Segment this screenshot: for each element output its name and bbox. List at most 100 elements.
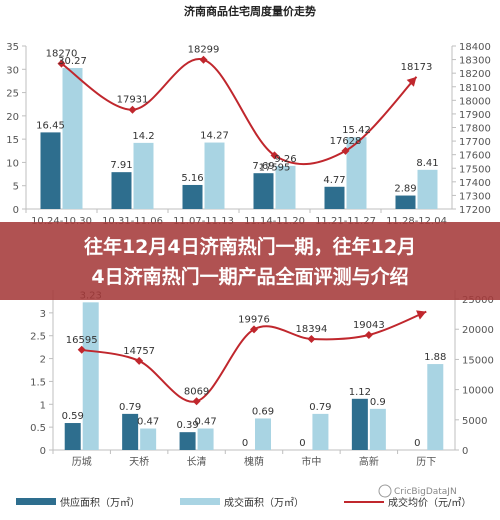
y2-tick-label: 18100 [459,83,491,94]
y2-tick-label: 15000 [462,355,494,366]
y-tick-label: 5 [13,182,19,193]
deal-bar [82,302,99,450]
deal-bar [133,142,154,209]
supply-value-label: 0 [414,438,420,449]
deal-value-label: 0.9 [370,397,386,408]
legend-label-deal: 成交面积（万㎡） [224,496,304,509]
y2-tick-label: 18200 [459,69,491,80]
y2-tick-label: 17900 [459,110,491,121]
watermark-text: CricBigDataJN [394,487,457,497]
deal-value-label: 9.26 [274,154,296,165]
y2-tick-label: 17500 [459,164,491,175]
price-point [192,397,201,406]
supply-value-label: 7.69 [252,161,274,172]
y2-tick-label: 17800 [459,124,491,135]
y2-tick-label: 0 [462,446,468,457]
y-tick-label: 10 [6,158,19,169]
price-value-label: 14757 [123,346,155,357]
x-tick-label: 长清 [187,455,207,468]
legend-label-price: 成交均价（元/㎡） [388,496,471,509]
price-value-label: 18394 [296,324,328,335]
y-tick-label: 0 [40,446,46,457]
y2-tick-label: 10000 [462,386,494,397]
price-point [364,331,373,340]
supply-value-label: 0 [242,438,248,449]
wechat-icon [378,484,392,498]
chart-title: 济南商品住宅周度量价走势 [184,4,316,18]
supply-value-label: 0 [299,438,305,449]
deal-bar [275,165,296,209]
price-value-label: 18270 [46,49,78,60]
y-tick-label: 30 [6,65,19,76]
x-tick-label: 11.21-11.27 [315,216,376,227]
chart-axes: 0 5 10 15 20 25 30 35 17200 17300 17400 17500 17600 1… [6,42,491,227]
price-point [307,334,316,343]
y-tick-label: 3 [40,309,46,320]
deal-value-label: 30.27 [58,56,87,67]
supply-value-label: 0.79 [119,402,141,413]
deal-value-label: 1.88 [424,352,446,363]
x-tick-label: 10.31-11.06 [102,216,163,227]
deal-value-label: 14.27 [200,131,229,142]
y-tick-label: 2 [40,355,46,366]
y-tick-label: 1 [40,400,46,411]
y-tick-label: 0.5 [30,423,46,434]
x-tick-label: 市中 [301,455,321,468]
price-value-label: 8069 [184,386,209,397]
price-value-label: 17931 [117,95,149,106]
headline-line-1: 往年12月4日济南热门一期，往年12月 [84,235,416,258]
deal-bar [62,68,83,209]
district-price-volume-chart: 0 0.5 1 1.5 2 2.5 3 0 5000 10000 15000 20000 25000 历城… [16,290,494,509]
y2-tick-label: 25000 [462,295,494,306]
price-value-label: 16595 [66,335,98,346]
supply-bar [324,186,345,209]
x-tick-label: 10.24-10.30 [31,216,92,227]
deal-value-label: 8.41 [416,158,438,169]
x-tick-label: 历下 [416,456,436,468]
supply-value-label: 16.45 [36,120,65,131]
price-value-label: 18173 [401,62,433,73]
price-point [77,345,86,354]
supply-value-label: 0.59 [62,411,84,422]
y-tick-label: 15 [6,135,19,146]
y2-tick-label: 17300 [459,191,491,202]
x-tick-label: 11.07-11.13 [173,216,234,227]
supply-value-label: 1.12 [349,387,371,398]
price-line-series [77,310,427,406]
price-point [270,151,279,160]
price-value-label: 17628 [330,136,362,147]
price-point [416,310,427,320]
y-tick-label: 2.5 [30,332,46,343]
price-point [341,146,350,155]
deal-bar [312,413,329,450]
legend-swatch-supply [16,498,56,505]
supply-bar [111,172,132,209]
watermark: CricBigDataJN [378,484,457,498]
deal-value-label: 15.42 [342,125,371,136]
x-tick-label: 历城 [72,456,92,468]
deal-value-label: 14.2 [132,131,154,142]
y2-tick-label: 17600 [459,151,491,162]
deal-bar [140,428,157,450]
y2-tick-label: 20000 [462,325,494,336]
supply-bar [179,432,196,450]
supply-bar [64,423,81,450]
supply-bar [395,195,416,209]
headline-banner: 往年12月4日济南热门一期，往年12月 4日济南热门一期产品全面评测与介绍 [0,222,500,300]
x-tick-label: 天桥 [129,456,149,468]
deal-bar [369,408,386,450]
bar-series [40,68,438,209]
deal-value-label: 0.69 [252,406,274,417]
data-labels: 0.590.790.39001.1203.230.470.470.690.790… [62,290,447,449]
x-tick-label: 11.14-11.20 [244,216,305,227]
deal-value-label: 0.79 [309,402,331,413]
chart-axes: 0 0.5 1 1.5 2 2.5 3 0 5000 10000 15000 20000 25000 历城… [30,290,494,468]
headline-line-2: 4日济南热门一期产品全面评测与介绍 [91,265,408,288]
supply-value-label: 4.77 [323,175,345,186]
price-value-label: 19043 [353,320,385,331]
y-tick-label: 25 [6,89,19,100]
supply-value-label: 2.89 [394,184,416,195]
y2-tick-label: 17200 [459,205,491,216]
y-tick-label: 0 [13,205,19,216]
